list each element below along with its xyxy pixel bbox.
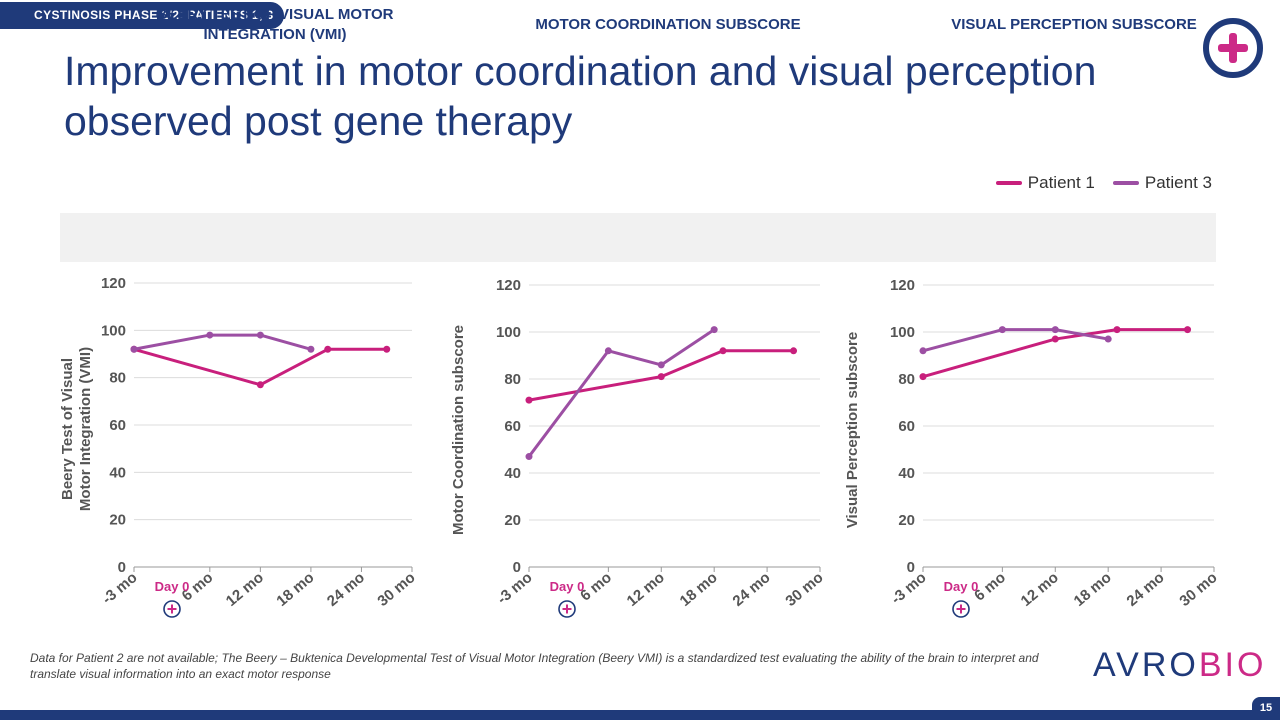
x-tick-label: 30 mo [782, 569, 826, 610]
x-tick-label: 24 mo [730, 569, 774, 610]
page-number: 15 [1252, 697, 1280, 720]
day-0-label: Day 0 [155, 579, 190, 594]
y-tick-label: 20 [109, 512, 126, 529]
page-title: Improvement in motor coordination and vi… [64, 48, 1097, 144]
footer-bar [0, 710, 1280, 720]
brand-part-2: BIO [1198, 646, 1267, 684]
day-0-plus-mark [562, 604, 572, 614]
data-point [256, 331, 264, 339]
data-point [130, 345, 138, 353]
x-tick-label: 30 mo [1176, 569, 1220, 610]
series-line-patient-1 [528, 349, 794, 402]
y-tick-label: 120 [890, 277, 915, 294]
data-point [790, 347, 798, 355]
x-tick-label: 24 mo [1124, 569, 1168, 610]
y-tick-label: 100 [890, 324, 915, 341]
data-point [919, 347, 927, 355]
y-axis-label: Motor Integration (VMI) [77, 347, 94, 511]
series-line-patient-3 [527, 328, 716, 458]
y-tick-label: 0 [513, 559, 521, 576]
data-point [383, 345, 391, 353]
panel-header-band [60, 213, 1216, 262]
plus-logo-icon [1203, 18, 1263, 78]
data-point [307, 345, 315, 353]
data-point [657, 361, 665, 369]
x-tick-label: 12 mo [624, 569, 668, 610]
y-tick-label: 80 [504, 371, 521, 388]
data-point [998, 326, 1006, 334]
series-line-patient-3 [133, 333, 312, 351]
brand-part-1: AVRO [1093, 646, 1199, 684]
data-point [1104, 335, 1112, 343]
day-0-plus-mark [167, 604, 177, 614]
y-tick-label: 120 [101, 275, 126, 292]
series-line-patient-1 [133, 347, 387, 387]
panel-header-vmi: BEERY TEST OF VISUAL MOTOR INTEGRATION (… [156, 5, 394, 43]
legend-swatch-patient-1 [995, 181, 1022, 185]
data-point [719, 347, 727, 355]
panel-header-motor: MOTOR COORDINATION SUBSCORE [535, 15, 801, 33]
y-tick-label: 20 [504, 512, 521, 529]
y-tick-label: 60 [898, 418, 915, 435]
data-point [604, 347, 612, 355]
series-line-patient-3 [922, 328, 1109, 353]
section-tag: CYSTINOSIS PHASE 1/2: PATIENTS 1, 3 [0, 2, 284, 29]
y-tick-label: 40 [109, 464, 126, 481]
y-tick-label: 80 [898, 371, 915, 388]
brand-logo: AVROBIO [1093, 646, 1266, 685]
data-point [324, 345, 332, 353]
data-point [1051, 335, 1059, 343]
y-tick-label: 60 [109, 417, 126, 434]
x-tick-label: 18 mo [273, 569, 317, 610]
data-point [1113, 326, 1121, 334]
legend-swatch-patient-3 [1112, 181, 1139, 185]
y-tick-label: 40 [504, 465, 521, 482]
y-tick-label: 100 [101, 322, 126, 339]
data-point [256, 381, 264, 389]
y-tick-label: 20 [898, 512, 915, 529]
legend-item-patient-1: Patient 1 [995, 173, 1095, 193]
legend-item-patient-3: Patient 3 [1112, 173, 1212, 193]
data-point [1184, 326, 1192, 334]
day-0-label: Day 0 [944, 579, 979, 594]
y-tick-label: 0 [118, 559, 126, 576]
x-tick-label: 30 mo [374, 569, 418, 610]
legend-label: Patient 1 [1027, 173, 1095, 192]
data-point [525, 453, 533, 461]
y-tick-label: 40 [898, 465, 915, 482]
y-tick-label: 100 [496, 324, 521, 341]
footnote: Data for Patient 2 are not available; Th… [30, 651, 1039, 681]
x-tick-label: 24 mo [324, 569, 368, 610]
legend-label: Patient 3 [1144, 173, 1212, 192]
data-point [657, 373, 665, 381]
y-tick-label: 0 [907, 559, 915, 576]
data-point [525, 396, 533, 404]
y-tick-label: 120 [496, 277, 521, 294]
y-tick-label: 60 [504, 418, 521, 435]
data-point [919, 373, 927, 381]
panel-header-visual: VISUAL PERCEPTION SUBSCORE [951, 15, 1197, 33]
chart-legend: Patient 1 Patient 3 [995, 173, 1212, 193]
x-tick-label: 12 mo [223, 569, 267, 610]
day-0-label: Day 0 [550, 579, 585, 594]
data-point [1051, 326, 1059, 334]
data-point [710, 326, 718, 334]
x-tick-label: 18 mo [1071, 569, 1115, 610]
y-axis-label: Motor Coordination subscore [450, 325, 467, 535]
y-axis-label: Visual Perception subscore [844, 332, 861, 528]
x-tick-label: 18 mo [677, 569, 721, 610]
x-tick-label: 12 mo [1018, 569, 1062, 610]
y-axis-label: Beery Test of Visual [59, 358, 76, 500]
day-0-plus-mark [956, 604, 966, 614]
data-point [206, 331, 214, 339]
y-tick-label: 80 [109, 370, 126, 387]
